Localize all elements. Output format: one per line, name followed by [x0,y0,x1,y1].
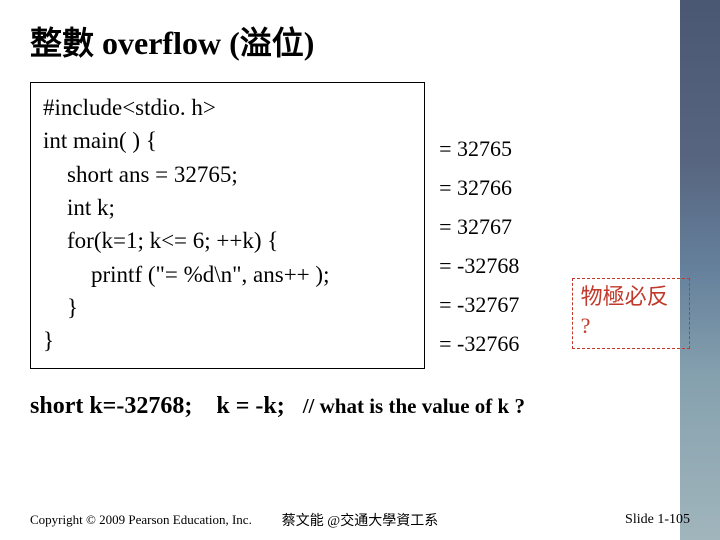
slide-number: Slide 1-105 [625,512,690,528]
question-part: k; [263,393,284,419]
slide-content: 整數 overflow (溢位) #include<stdio. h> int … [0,0,720,420]
code-line: printf ("= %d\n", ans++ ); [43,258,412,291]
code-line: } [43,291,412,324]
question-part: short k=-32768; [30,393,192,419]
output-line: = -32767 [439,292,557,318]
annotation-text: ? [581,313,591,338]
code-block: #include<stdio. h> int main( ) { short a… [30,82,425,369]
output-line: = 32765 [439,136,557,162]
output-line: = 32766 [439,175,557,201]
output-column: = 32765 = 32766 = 32767 = -32768 = -3276… [439,82,557,357]
output-line: = -32766 [439,331,557,357]
copyright-text: Copyright © 2009 Pearson Education, Inc. [30,512,252,528]
output-line: = 32767 [439,214,557,240]
code-line: int k; [43,191,412,224]
footer-center-text: 蔡文能 @交通大學資工系 [282,510,438,530]
question-line: short k=-32768; k = -k; // what is the v… [30,393,690,420]
main-row: #include<stdio. h> int main( ) { short a… [30,82,690,369]
question-part: k = [216,393,255,419]
footer: Copyright © 2009 Pearson Education, Inc.… [30,512,690,528]
question-comment: // what is the value of k ? [303,394,525,418]
code-line: int main( ) { [43,124,412,157]
annotation-column: 物極必反 ? [572,82,690,349]
code-line: } [43,324,412,357]
code-line: short ans = 32765; [43,158,412,191]
annotation-box: 物極必反 ? [572,278,690,349]
output-line: = -32768 [439,253,557,279]
slide-title: 整數 overflow (溢位) [30,18,690,64]
code-line: for(k=1; k<= 6; ++k) { [43,224,412,257]
code-line: #include<stdio. h> [43,91,412,124]
annotation-text: 物極必反 [581,284,669,309]
